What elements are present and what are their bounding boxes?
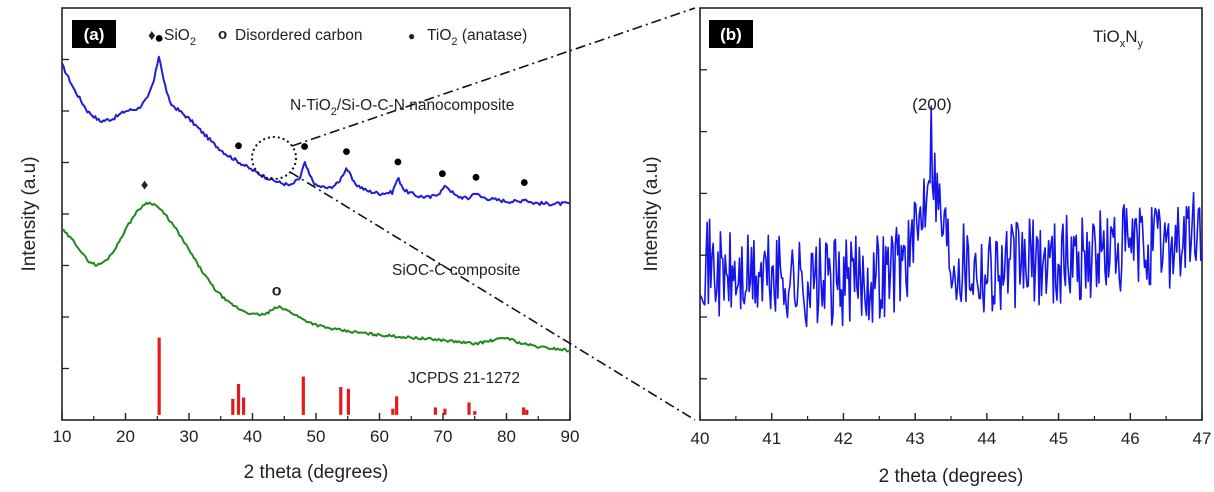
panel-a-xtick-label: 30 — [180, 427, 199, 446]
peak-label-200: (200) — [912, 95, 952, 114]
panel-a-xtick-label: 90 — [561, 427, 580, 446]
zoom-line-bottom — [289, 171, 696, 421]
panel-b-xtick-label: 47 — [1193, 429, 1212, 448]
panel-b: 40 41 42 43 44 45 46 47 (b) TiOxNy (200) 2 thet… — [641, 7, 1212, 487]
carbon-peak-circle: o — [272, 282, 282, 299]
series-sioc-c-line — [61, 201, 571, 353]
panel-a-xtick-label: 80 — [497, 427, 516, 446]
legend-tio2-marker: ● — [408, 29, 415, 43]
panel-b-xtick-label: 43 — [906, 429, 925, 448]
panel-b-x-axis-title: 2 theta (degrees) — [879, 466, 1024, 487]
panel-a-peak-markers: ♦o — [141, 34, 528, 299]
panel-a-x-ticks: 10 20 30 40 50 60 70 80 90 — [53, 413, 580, 446]
series-nanocomposite-line — [61, 55, 571, 207]
panel-a-xtick-label: 10 — [53, 427, 72, 446]
series-tioxny-line — [699, 105, 1203, 328]
panel-a-y-ticks — [62, 58, 69, 370]
legend-carbon-label: Disordered carbon — [235, 27, 363, 44]
panel-b-xtick-label: 42 — [834, 429, 853, 448]
zoom-connector-lines — [289, 7, 696, 421]
legend-tio2-label: TiO2 (anatase) — [427, 27, 527, 48]
panel-a: ♦o 10 20 30 40 50 60 70 80 90 (a) ♦ SiO2 o Disor… — [19, 7, 580, 483]
label-sioc-c: SiOC-C composite — [392, 262, 520, 279]
panel-b-xtick-label: 45 — [1049, 429, 1068, 448]
panel-a-xtick-label: 40 — [243, 427, 262, 446]
anatase-peak-dot — [235, 142, 242, 150]
panel-a-tag: (a) — [84, 25, 105, 44]
panel-a-legend: ♦ SiO2 o Disordered carbon ● TiO2 (anata… — [148, 26, 527, 48]
panel-b-series-group — [699, 105, 1203, 328]
phase-label-tioxny: TiOxNy — [1093, 27, 1144, 50]
panel-a-tag-box — [72, 20, 116, 48]
panel-a-x-axis-title: 2 theta (degrees) — [244, 462, 389, 483]
panel-a-xtick-label: 70 — [434, 427, 453, 446]
panel-a-plot-frame — [61, 7, 571, 421]
panel-b-y-axis-title: Intensity (a.u) — [641, 156, 662, 271]
panel-b-xtick-label: 44 — [977, 429, 996, 448]
zoom-line-top — [291, 7, 696, 147]
legend-sio2-label: SiO2 — [164, 27, 196, 48]
anatase-peak-dot — [343, 148, 350, 156]
panel-b-xtick-label: 41 — [762, 429, 781, 448]
panel-a-xtick-label: 20 — [116, 427, 135, 446]
anatase-peak-dot — [438, 170, 446, 178]
anatase-peak-dot — [394, 158, 402, 166]
panel-a-xtick-label: 50 — [307, 427, 326, 446]
panel-b-xtick-label: 46 — [1121, 429, 1140, 448]
panel-a-series-group — [61, 55, 571, 415]
zoom-region-circle — [251, 136, 297, 180]
legend-carbon-marker: o — [218, 26, 227, 43]
panel-a-y-axis-title: Intensity (a.u) — [19, 156, 40, 271]
panel-b-x-ticks: 40 41 42 43 44 45 46 47 — [691, 413, 1212, 448]
anatase-peak-dot — [520, 179, 528, 186]
legend-sio2-marker: ♦ — [148, 27, 156, 44]
sio2-peak-diamond: ♦ — [141, 177, 149, 194]
label-nanocomposite: N-TiO2/Si-O-C-N nanocomposite — [290, 97, 514, 118]
anatase-peak-dot — [155, 34, 163, 42]
anatase-peak-dot — [472, 173, 480, 181]
panel-a-xtick-label: 60 — [370, 427, 389, 446]
label-jcpds: JCPDS 21-1272 — [408, 370, 520, 387]
panel-b-y-ticks — [700, 69, 707, 380]
anatase-peak-dot — [301, 143, 308, 150]
panel-b-xtick-label: 40 — [691, 429, 710, 448]
panel-b-tag-box — [709, 20, 753, 48]
panel-b-tag: (b) — [720, 25, 742, 44]
